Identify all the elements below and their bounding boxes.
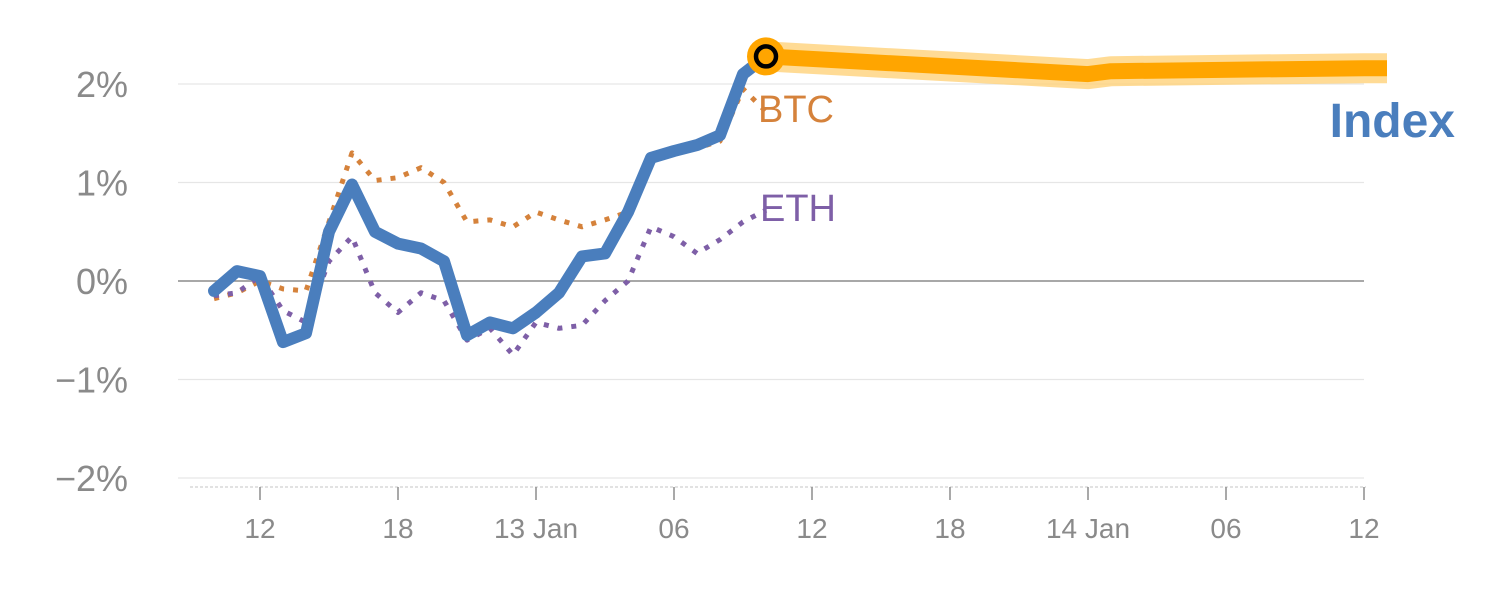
x-tick-label: 12	[1348, 513, 1379, 544]
forecast-band-line	[765, 48, 1387, 83]
btc-line	[213, 86, 768, 302]
current-value-marker-ring	[747, 37, 785, 76]
x-tick-label: 18	[382, 513, 413, 544]
series-lines	[208, 37, 1387, 358]
y-tick-label: −1%	[55, 360, 128, 401]
x-tick-label: 12	[244, 513, 275, 544]
y-tick-label: 2%	[76, 64, 128, 105]
y-tick-label: 1%	[76, 163, 128, 204]
btc-series-label: BTC	[758, 89, 834, 131]
eth-series-label: ETH	[760, 188, 836, 230]
x-tick-label: 18	[934, 513, 965, 544]
series-labels: BTC ETH Index	[758, 89, 1455, 230]
x-tick-label: 12	[796, 513, 827, 544]
x-tick-labels: 12 18 13 Jan 06 12 18 14 Jan 06 12	[244, 513, 1379, 544]
index-series-label: Index	[1330, 95, 1456, 148]
x-tick-label: 06	[1210, 513, 1241, 544]
x-tick-label: 06	[658, 513, 689, 544]
y-tick-label: 0%	[76, 261, 128, 302]
current-value-marker	[753, 44, 779, 69]
y-tick-label: −2%	[55, 458, 128, 499]
index-line	[208, 50, 772, 349]
grid-lines	[178, 83, 1364, 479]
x-tick-label: 14 Jan	[1046, 513, 1130, 544]
x-axis	[190, 486, 1366, 500]
y-tick-labels: 2% 1% 0% −1% −2%	[55, 64, 128, 499]
x-tick-label: 13 Jan	[494, 513, 578, 544]
